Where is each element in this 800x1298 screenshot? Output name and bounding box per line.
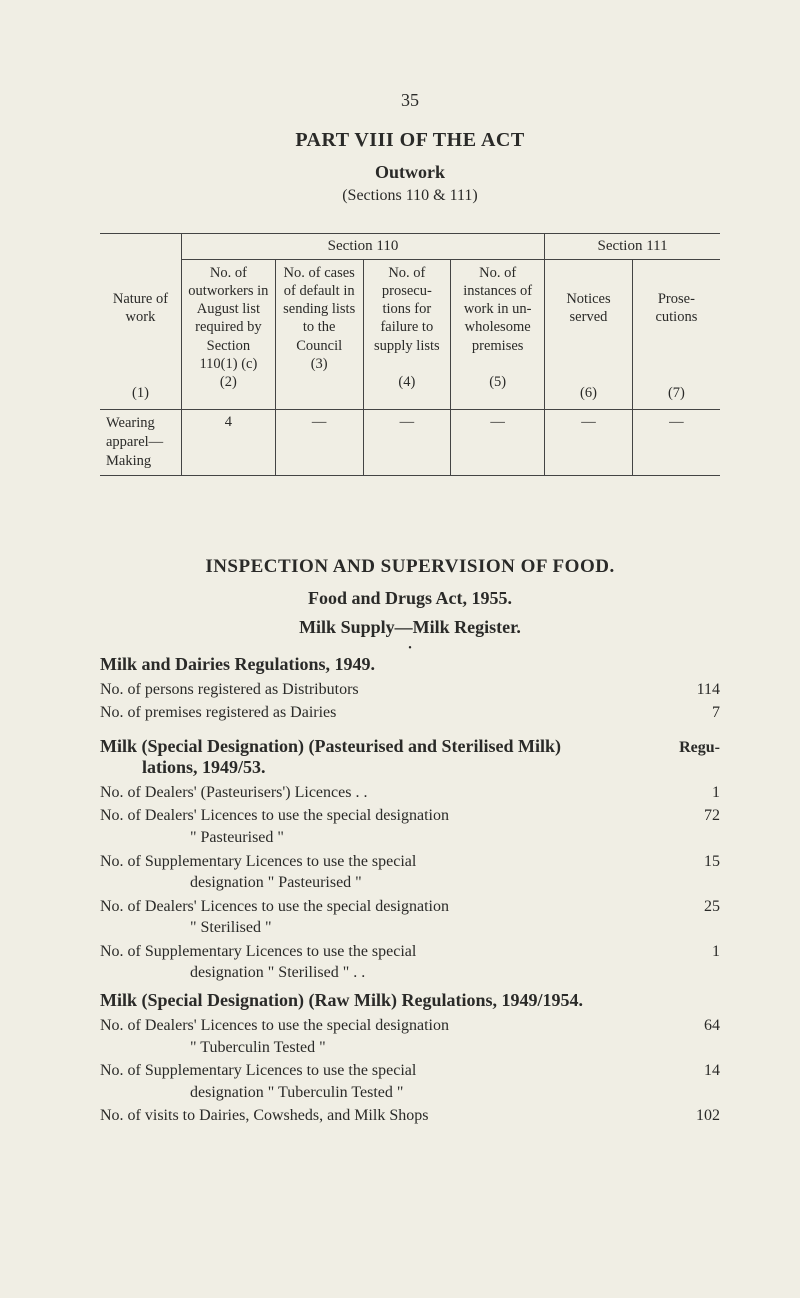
entry-label-b: designation " Sterilised " . .: [142, 962, 656, 984]
entry-line: No. of premises registered as Dairies 7: [100, 702, 720, 724]
food-act-heading: Food and Drugs Act, 1955.: [100, 588, 720, 609]
entry-label: No. of premises registered as Dairies: [100, 702, 666, 724]
entry-label: No. of visits to Dairies, Cowsheds, and …: [100, 1105, 666, 1127]
section-110-header: Section 110: [181, 234, 544, 260]
entry-line: No. of Supplementary Licences to use the…: [100, 941, 720, 984]
entry-label-a: No. of Supplementary Licences to use the…: [100, 853, 416, 870]
entry-label-b: designation " Pasteurised ": [142, 872, 656, 894]
entry-label-b: " Pasteurised ": [142, 827, 656, 849]
section-2-regu: Regu-: [666, 739, 720, 757]
row-v2: 4: [181, 410, 275, 476]
entry-line: No. of Dealers' Licences to use the spec…: [100, 1015, 720, 1058]
entry-label: No. of Dealers' Licences to use the spec…: [100, 805, 666, 848]
entry-value: 114: [666, 679, 720, 701]
entry-label-a: No. of Dealers' Licences to use the spec…: [100, 1017, 449, 1034]
entry-label: No. of persons registered as Distributor…: [100, 679, 666, 701]
entry-line: No. of visits to Dairies, Cowsheds, and …: [100, 1105, 720, 1127]
section-1-title: Milk and Dairies Regulations, 1949.: [100, 654, 720, 675]
col-1-label: Nature of work: [106, 290, 175, 326]
entry-line: No. of Supplementary Licences to use the…: [100, 1060, 720, 1103]
section-111-header: Section 111: [545, 234, 720, 260]
page-number: 35: [100, 90, 720, 111]
col-7-label: Prose- cutions: [639, 290, 714, 326]
entry-value: 72: [666, 805, 720, 827]
col-7-num: (7): [639, 384, 714, 402]
section-2-title-a: Milk (Special Designation) (Pasteurised …: [100, 736, 666, 757]
col-6-label: Notices served: [551, 290, 626, 326]
row-v5: —: [451, 410, 545, 476]
entry-line: No. of Dealers' (Pasteurisers') Licences…: [100, 782, 720, 804]
col-4-label: No. of prosecu- tions for failure to sup…: [370, 264, 445, 355]
entry-label-a: No. of Supplementary Licences to use the…: [100, 943, 416, 960]
section-2-title-b: lations, 1949/53.: [142, 757, 720, 778]
col-5-label: No. of instances of work in un- wholesom…: [457, 264, 538, 355]
entry-value: 25: [666, 896, 720, 918]
entry-value: 64: [666, 1015, 720, 1037]
row-v7: —: [632, 410, 720, 476]
entry-value: 102: [666, 1105, 720, 1127]
entry-line: No. of persons registered as Distributor…: [100, 679, 720, 701]
entry-label: No. of Supplementary Licences to use the…: [100, 941, 666, 984]
entry-line: No. of Supplementary Licences to use the…: [100, 851, 720, 894]
bullet-icon: •: [100, 646, 720, 652]
milk-supply-heading: Milk Supply—Milk Register.: [100, 617, 720, 638]
entry-line: No. of Dealers' Licences to use the spec…: [100, 896, 720, 939]
col-3-label: No. of cases of default in sending lists…: [282, 264, 357, 355]
col-5-num: (5): [457, 373, 538, 391]
entry-label-a: No. of Dealers' Licences to use the spec…: [100, 807, 449, 824]
entry-line: No. of Dealers' Licences to use the spec…: [100, 805, 720, 848]
entry-label-a: No. of Supplementary Licences to use the…: [100, 1062, 416, 1079]
document-page: 35 PART VIII OF THE ACT Outwork (Section…: [0, 0, 800, 1298]
col-1-num: (1): [106, 384, 175, 402]
col-4-num: (4): [370, 373, 445, 391]
sections-note: (Sections 110 & 111): [100, 187, 720, 205]
entry-label-b: " Sterilised ": [142, 917, 656, 939]
entry-label: No. of Supplementary Licences to use the…: [100, 1060, 666, 1103]
entry-label-b: " Tuberculin Tested ": [142, 1037, 656, 1059]
entry-value: 1: [666, 782, 720, 804]
entry-label: No. of Dealers' Licences to use the spec…: [100, 1015, 666, 1058]
entry-label: No. of Supplementary Licences to use the…: [100, 851, 666, 894]
entry-label-b: designation " Tuberculin Tested ": [142, 1082, 656, 1104]
col-6-num: (6): [551, 384, 626, 402]
row-v3: —: [275, 410, 363, 476]
part-title: PART VIII OF THE ACT: [100, 129, 720, 152]
section-3-title: Milk (Special Designation) (Raw Milk) Re…: [100, 990, 720, 1011]
entry-value: 1: [666, 941, 720, 963]
entry-label-a: No. of Dealers' Licences to use the spec…: [100, 898, 449, 915]
col-3-num: (3): [282, 355, 357, 373]
col-2-num: (2): [188, 373, 269, 391]
row-label: Wearing apparel— Making: [100, 410, 181, 476]
entry-value: 15: [666, 851, 720, 873]
entry-value: 14: [666, 1060, 720, 1082]
row-v4: —: [363, 410, 451, 476]
entry-label: No. of Dealers' Licences to use the spec…: [100, 896, 666, 939]
row-v6: —: [545, 410, 633, 476]
entry-value: 7: [666, 702, 720, 724]
entry-label: No. of Dealers' (Pasteurisers') Licences…: [100, 782, 666, 804]
outwork-table: Section 110 Section 111 Nature of work (…: [100, 233, 720, 476]
col-2-label: No. of outworkers in August list require…: [188, 264, 269, 373]
outwork-subtitle: Outwork: [100, 162, 720, 183]
inspection-heading: INSPECTION AND SUPERVISION OF FOOD.: [100, 556, 720, 578]
